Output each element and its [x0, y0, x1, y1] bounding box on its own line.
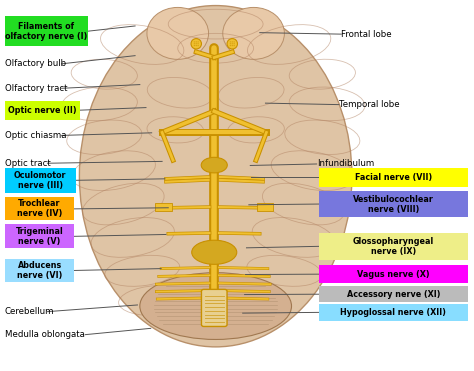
Text: Oculomotor
nerve (III): Oculomotor nerve (III) [14, 171, 66, 190]
FancyBboxPatch shape [5, 259, 74, 282]
Text: Temporal lobe: Temporal lobe [339, 100, 400, 109]
Text: Abducens
nerve (VI): Abducens nerve (VI) [17, 261, 62, 280]
Text: Trochlear
nerve (IV): Trochlear nerve (IV) [17, 199, 62, 218]
Text: Hypoglossal nerve (XII): Hypoglossal nerve (XII) [340, 308, 447, 317]
Text: Accessory nerve (XI): Accessory nerve (XI) [346, 290, 440, 299]
Ellipse shape [195, 43, 197, 45]
Ellipse shape [193, 41, 195, 43]
Text: Medulla oblongata: Medulla oblongata [5, 330, 85, 339]
Text: Olfactory tract: Olfactory tract [5, 84, 67, 93]
Text: Glossopharyngeal
nerve (IX): Glossopharyngeal nerve (IX) [353, 237, 434, 256]
Ellipse shape [147, 7, 209, 59]
Ellipse shape [231, 43, 233, 45]
Text: Optic tract: Optic tract [5, 159, 51, 168]
Ellipse shape [191, 240, 237, 264]
Ellipse shape [197, 41, 199, 43]
Ellipse shape [195, 45, 197, 46]
Ellipse shape [233, 43, 235, 45]
Ellipse shape [193, 45, 195, 46]
Ellipse shape [201, 157, 228, 173]
FancyBboxPatch shape [201, 289, 227, 326]
Ellipse shape [227, 39, 237, 49]
FancyBboxPatch shape [155, 203, 172, 211]
Text: Vagus nerve (X): Vagus nerve (X) [357, 270, 430, 279]
Text: Facial nerve (VII): Facial nerve (VII) [355, 173, 432, 182]
Ellipse shape [191, 39, 201, 49]
Ellipse shape [223, 7, 284, 59]
Text: Vestibulocochlear
nerve (VIII): Vestibulocochlear nerve (VIII) [353, 194, 434, 214]
Ellipse shape [229, 45, 231, 46]
Ellipse shape [229, 41, 231, 43]
Ellipse shape [197, 45, 199, 46]
FancyBboxPatch shape [319, 286, 468, 302]
Ellipse shape [231, 41, 233, 43]
FancyBboxPatch shape [5, 101, 80, 120]
FancyBboxPatch shape [319, 191, 468, 217]
Text: Cerebellum: Cerebellum [5, 307, 54, 316]
FancyBboxPatch shape [5, 224, 74, 248]
Ellipse shape [193, 43, 195, 45]
Text: Optic nerve (II): Optic nerve (II) [8, 106, 76, 115]
Ellipse shape [233, 41, 235, 43]
Text: Optic chiasma: Optic chiasma [5, 131, 66, 140]
Ellipse shape [233, 45, 235, 46]
Text: Frontal lobe: Frontal lobe [341, 30, 392, 39]
Ellipse shape [231, 45, 233, 46]
FancyBboxPatch shape [5, 16, 88, 46]
Text: Trigeminal
nerve (V): Trigeminal nerve (V) [16, 227, 64, 246]
Text: Infundibulum: Infundibulum [317, 160, 374, 168]
Ellipse shape [197, 43, 199, 45]
FancyBboxPatch shape [5, 197, 74, 220]
Ellipse shape [229, 43, 231, 45]
FancyBboxPatch shape [5, 168, 76, 193]
FancyBboxPatch shape [319, 168, 468, 187]
Text: Olfactory bulb: Olfactory bulb [5, 59, 66, 68]
FancyBboxPatch shape [257, 203, 273, 211]
FancyBboxPatch shape [319, 233, 468, 260]
Ellipse shape [140, 273, 292, 339]
FancyBboxPatch shape [319, 304, 468, 321]
Text: Filaments of
olfactory nerve (I): Filaments of olfactory nerve (I) [5, 22, 87, 41]
Ellipse shape [195, 41, 197, 43]
Ellipse shape [80, 6, 352, 347]
FancyBboxPatch shape [319, 265, 468, 283]
